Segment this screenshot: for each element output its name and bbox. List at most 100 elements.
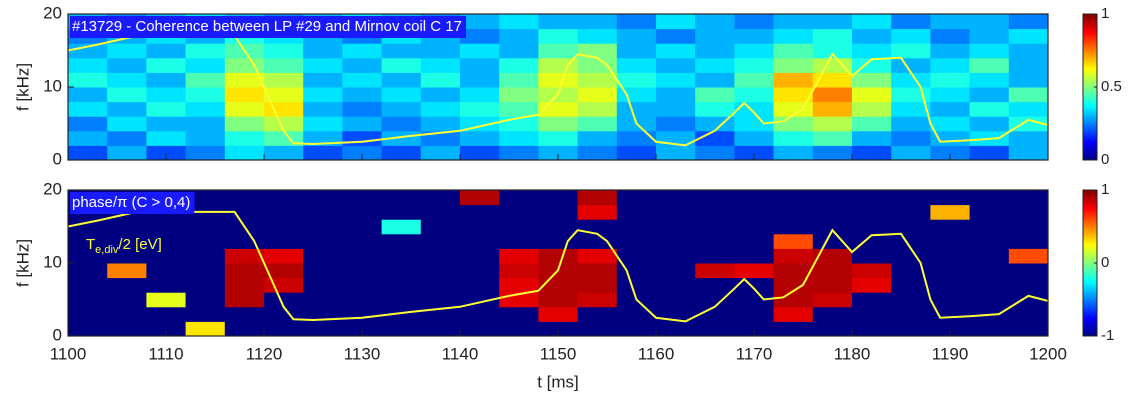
heatmap-cell: [460, 14, 500, 30]
colorbar-segment: [1083, 137, 1097, 140]
colorbar-segment: [1083, 71, 1097, 74]
heatmap-cell: [185, 306, 226, 322]
heatmap-cell: [538, 57, 579, 73]
heatmap-cell: [107, 57, 147, 73]
colorbar-segment: [1083, 304, 1097, 307]
colorbar-segment: [1083, 144, 1097, 147]
heatmap-cell: [381, 248, 422, 264]
colorbar-segment: [1083, 80, 1097, 83]
heatmap-cell: [460, 130, 500, 146]
colorbar-segment: [1083, 306, 1097, 310]
colorbar-segment: [1083, 292, 1097, 296]
colorbar-segment: [1083, 82, 1097, 86]
heatmap-cell: [812, 116, 853, 132]
heatmap-cell: [224, 263, 265, 279]
heatmap-cell: [656, 277, 696, 293]
heatmap-cell: [499, 28, 539, 44]
heatmap-cell: [969, 101, 1010, 117]
heatmap-cell: [538, 248, 579, 264]
colorbar-segment: [1083, 114, 1097, 118]
colorbar-segment: [1083, 249, 1097, 253]
colorbar-segment: [1083, 253, 1097, 257]
heatmap-cell: [852, 263, 892, 279]
heatmap-cell: [616, 72, 657, 88]
heatmap-cell: [303, 233, 343, 249]
heatmap-cell: [185, 248, 226, 264]
heatmap-cell: [381, 292, 422, 308]
heatmap-cell: [734, 204, 775, 220]
heatmap-cell: [577, 263, 618, 279]
heatmap-cell: [773, 28, 814, 44]
heatmap-cell: [185, 145, 226, 161]
heatmap-cell: [1008, 321, 1049, 337]
heatmap-cell: [264, 190, 304, 206]
heatmap-cell: [224, 321, 265, 337]
heatmap-cell: [969, 72, 1010, 88]
colorbar-segment: [1083, 233, 1097, 237]
heatmap-cell: [68, 43, 108, 59]
heatmap-cell: [1008, 219, 1049, 235]
heatmap-cell: [107, 72, 147, 88]
heatmap-cell: [146, 321, 187, 337]
heatmap-cell: [68, 145, 108, 161]
heatmap-cell: [185, 263, 226, 279]
heatmap-cell: [852, 130, 892, 146]
heatmap-cell: [420, 292, 461, 308]
heatmap-cell: [107, 130, 147, 146]
heatmap-cell: [812, 292, 853, 308]
colorbar-segment: [1083, 212, 1097, 216]
heatmap-cell: [812, 306, 853, 322]
colorbar-segment: [1083, 324, 1097, 328]
heatmap-cell: [146, 277, 187, 293]
colorbar-segment: [1083, 121, 1097, 124]
heatmap-cell: [656, 145, 696, 161]
heatmap-cell: [68, 116, 108, 132]
heatmap-cell: [852, 28, 892, 44]
heatmap-cell: [812, 43, 853, 59]
colorbar-segment: [1083, 96, 1097, 99]
colorbar-segment: [1083, 52, 1097, 56]
x-tick-label: 1120: [246, 344, 283, 363]
colorbar-segment: [1083, 329, 1097, 332]
heatmap-cell: [812, 233, 853, 249]
heatmap-cell: [68, 248, 108, 264]
heatmap-cell: [381, 219, 422, 235]
heatmap-cell: [812, 87, 853, 103]
heatmap-cell: [773, 57, 814, 73]
heatmap-cell: [538, 219, 579, 235]
colorbar-segment: [1083, 116, 1097, 120]
heatmap-cell: [734, 248, 775, 264]
heatmap-cell: [773, 321, 814, 337]
heatmap-cell: [107, 306, 147, 322]
heatmap-cell: [107, 321, 147, 337]
colorbar-segment: [1083, 109, 1097, 113]
heatmap-cell: [812, 190, 853, 206]
heatmap-cell: [852, 204, 892, 220]
y-tick-label: 0: [53, 325, 62, 344]
heatmap-cell: [695, 233, 735, 249]
heatmap-cell: [656, 219, 696, 235]
heatmap-cell: [969, 87, 1010, 103]
colorbar-segment: [1083, 73, 1097, 77]
line-label-main: T: [86, 236, 95, 253]
heatmap-cell: [185, 277, 226, 293]
heatmap-cell: [891, 248, 931, 264]
te-line: [67, 34, 1049, 147]
heatmap-cell: [656, 57, 696, 73]
heatmap-cell: [616, 233, 657, 249]
heatmap-cell: [342, 57, 383, 73]
colorbar-segment: [1083, 208, 1097, 212]
colorbar-segment: [1083, 93, 1097, 97]
heatmap-cell: [656, 248, 696, 264]
heatmap-cell: [185, 233, 226, 249]
heatmap-cell: [773, 233, 814, 249]
heatmap-cell: [891, 101, 931, 117]
heatmap-cell: [577, 43, 618, 59]
heatmap-cell: [381, 277, 422, 293]
heatmap-cell: [812, 14, 853, 30]
heatmap-cell: [734, 28, 775, 44]
heatmap-cell: [264, 145, 304, 161]
heatmap-cell: [264, 248, 304, 264]
colorbar-segment: [1083, 41, 1097, 45]
